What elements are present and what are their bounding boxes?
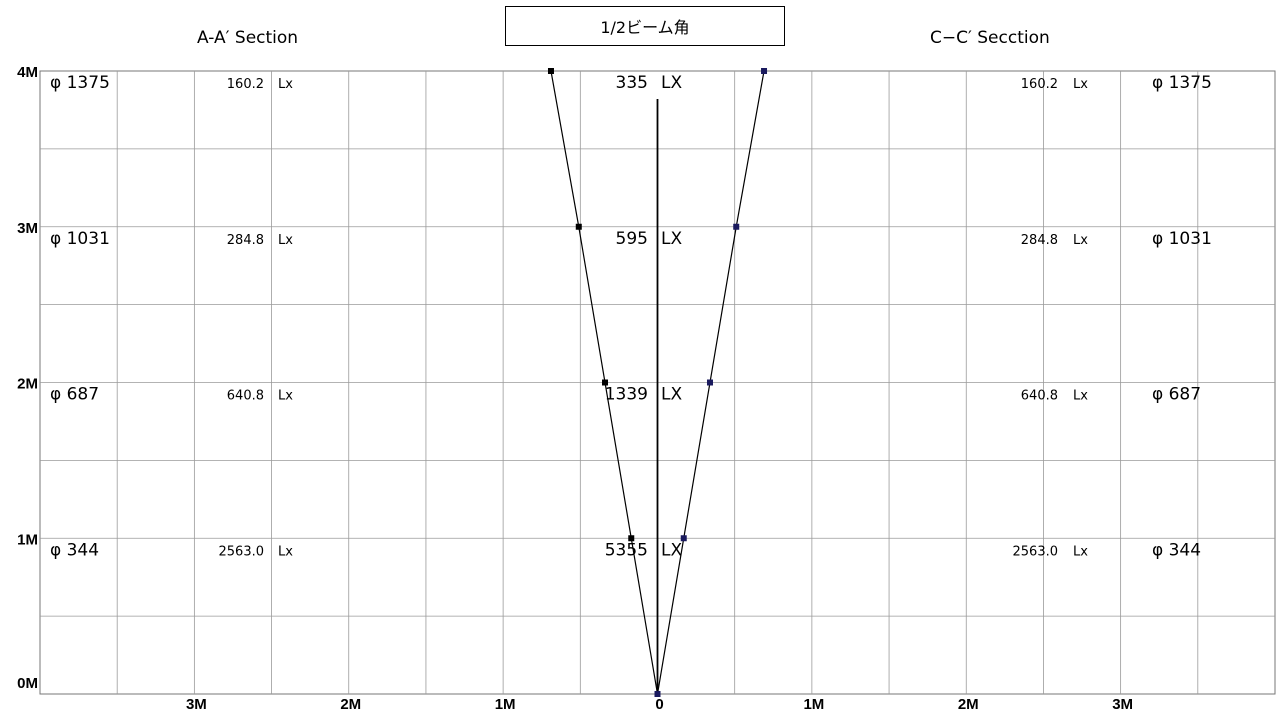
section-lux-right: 640.8 xyxy=(1021,389,1058,404)
x-tick-label: 1M xyxy=(495,696,516,711)
diameter-right: φ 1031 xyxy=(1152,229,1212,249)
x-tick-label: 3M xyxy=(186,696,207,711)
section-lux-left: 2563.0 xyxy=(219,544,265,559)
section-lux-right: 160.2 xyxy=(1021,77,1058,92)
x-tick-label: 2M xyxy=(958,696,979,711)
center-unit: LX xyxy=(661,229,682,249)
section-lux-left: 284.8 xyxy=(227,233,264,248)
diameter-left: φ 344 xyxy=(50,540,99,560)
x-tick-label: 0 xyxy=(655,696,663,711)
y-tick-label: 2M xyxy=(17,376,38,393)
beam-point-marker xyxy=(628,535,635,542)
y-tick-label: 0M xyxy=(17,675,38,692)
section-unit-left: Lx xyxy=(278,389,293,404)
diameter-left: φ 687 xyxy=(50,385,99,405)
center-lux: 1339 xyxy=(605,385,648,405)
section-lux-right: 284.8 xyxy=(1021,233,1058,248)
section-lux-right: 2563.0 xyxy=(1013,544,1059,559)
center-unit: LX xyxy=(661,385,682,405)
y-tick-label: 4M xyxy=(17,64,38,81)
x-tick-label: 3M xyxy=(1112,696,1133,711)
center-lux: 5355 xyxy=(605,540,648,560)
section-unit-left: Lx xyxy=(278,233,293,248)
beam-point-marker xyxy=(602,379,609,386)
beam-point-marker xyxy=(706,379,713,386)
chart-title-box: 1/2ビーム角 xyxy=(505,6,785,46)
beam-point-marker xyxy=(575,223,582,230)
section-unit-right: Lx xyxy=(1073,233,1088,248)
section-a-label: A-A′ Section xyxy=(197,28,299,48)
center-lux: 335 xyxy=(616,73,648,93)
diameter-left: φ 1031 xyxy=(50,229,110,249)
section-unit-left: Lx xyxy=(278,544,293,559)
section-lux-left: 160.2 xyxy=(227,77,264,92)
center-unit: LX xyxy=(661,73,682,93)
section-unit-right: Lx xyxy=(1073,544,1088,559)
section-lux-left: 640.8 xyxy=(227,389,264,404)
section-unit-right: Lx xyxy=(1073,77,1088,92)
beam-point-marker xyxy=(680,535,687,542)
x-tick-label: 2M xyxy=(340,696,361,711)
diameter-left: φ 1375 xyxy=(50,73,110,93)
beam-point-marker xyxy=(654,691,661,697)
section-unit-left: Lx xyxy=(278,77,293,92)
x-tick-label: 1M xyxy=(803,696,824,711)
y-tick-label: 1M xyxy=(17,531,38,548)
beam-point-marker xyxy=(547,68,554,74)
chart-title: 1/2ビーム角 xyxy=(600,18,690,37)
beam-point-marker xyxy=(761,68,768,74)
y-tick-label: 3M xyxy=(17,220,38,237)
diameter-right: φ 687 xyxy=(1152,385,1201,405)
section-unit-right: Lx xyxy=(1073,389,1088,404)
diameter-right: φ 344 xyxy=(1152,540,1201,560)
section-c-label: C−C′ Secction xyxy=(930,28,1050,48)
center-lux: 595 xyxy=(616,229,648,249)
beam-point-marker xyxy=(733,223,740,230)
center-unit: LX xyxy=(661,540,682,560)
diameter-right: φ 1375 xyxy=(1152,73,1212,93)
